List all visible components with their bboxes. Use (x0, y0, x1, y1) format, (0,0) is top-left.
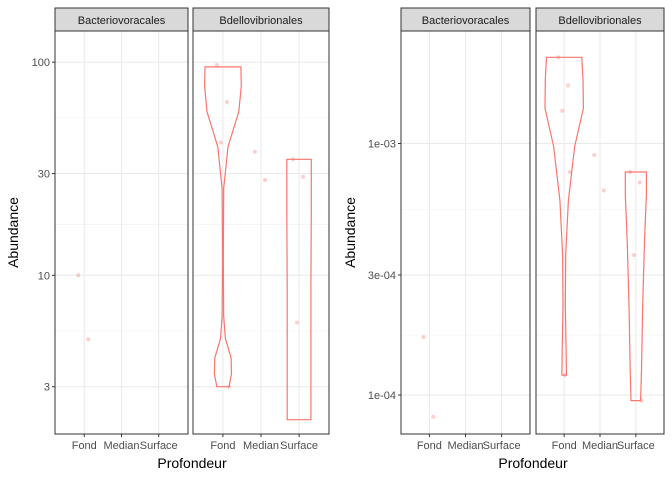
y-tick-label: 10 (38, 270, 50, 282)
data-point (592, 152, 597, 157)
y-axis-title: Abundance (5, 197, 21, 268)
x-tick-label: Median (243, 440, 279, 452)
x-tick-label: Median (582, 440, 618, 452)
y-tick-label: 3e-04 (368, 270, 396, 282)
data-point (567, 170, 572, 175)
x-axis-title: Profondeur (498, 455, 568, 471)
data-point (631, 253, 636, 258)
x-axis-title: Profondeur (157, 455, 227, 471)
facet-panel-bacteriovoracales: Bacteriovoracales Fond Median Surface (54, 7, 189, 452)
violin-surface (624, 171, 647, 402)
y-tick-label: 100 (32, 57, 50, 69)
data-point (290, 157, 295, 162)
data-point (556, 55, 561, 60)
x-tick-label: Fond (417, 440, 442, 452)
y-tick-label: 1e-04 (368, 390, 396, 402)
data-point (214, 62, 219, 67)
data-point (566, 83, 570, 88)
violin-surface (286, 158, 312, 421)
data-point (86, 337, 91, 342)
x-tick-label: Surface (280, 440, 318, 452)
violin-fond (544, 56, 585, 376)
data-point (628, 170, 633, 175)
x-tick-label: Surface (483, 440, 521, 452)
data-point (252, 149, 257, 154)
data-point (263, 177, 268, 182)
facet-strip-label: Bacteriovoracales (422, 15, 510, 27)
data-point (295, 320, 300, 325)
data-point (637, 180, 642, 185)
data-point (639, 398, 644, 403)
data-point (76, 273, 81, 278)
x-tick-label: Fond (210, 440, 235, 452)
data-point (601, 188, 606, 193)
data-point (227, 384, 232, 389)
violin-fond (203, 66, 242, 388)
data-point (301, 174, 306, 179)
data-point (421, 335, 426, 340)
x-tick-label: Surface (140, 440, 178, 452)
y-tick-label: 1e-03 (368, 138, 396, 150)
x-tick-label: Median (103, 440, 139, 452)
data-point (225, 100, 229, 105)
x-tick-label: Surface (617, 440, 655, 452)
x-tick-label: Median (447, 440, 483, 452)
x-tick-label: Fond (552, 440, 577, 452)
facet-panel-bacteriovoracales: Bacteriovoracales Fond Median Surface (400, 7, 531, 452)
y-tick-label: 3 (44, 382, 50, 394)
facet-strip-label: Bdellovibrionales (558, 15, 642, 27)
facet-strip-label: Bacteriovoracales (78, 15, 166, 27)
x-tick-label: Fond (72, 440, 97, 452)
data-point (560, 108, 565, 113)
y-tick-label: 30 (38, 169, 50, 181)
data-point (431, 414, 436, 419)
facet-strip-label: Bdellovibrionales (219, 15, 303, 27)
y-axis-title: Abundance (342, 197, 358, 268)
data-point (218, 140, 223, 145)
data-point (562, 373, 567, 378)
